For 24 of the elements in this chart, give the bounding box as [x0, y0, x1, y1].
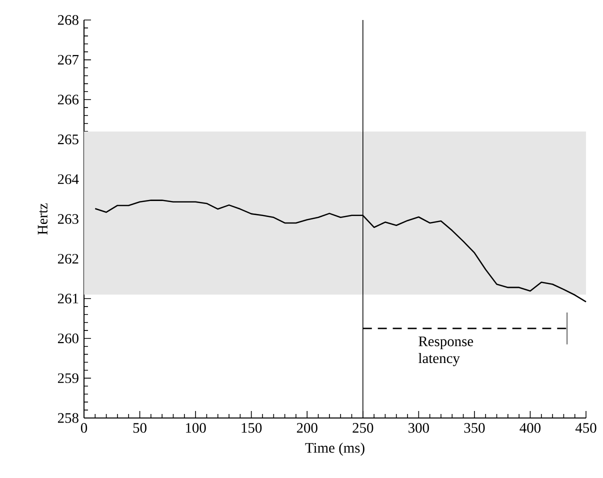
x-tick-label: 100	[186, 423, 206, 433]
y-tick-label: 267	[58, 54, 79, 65]
x-tick-label: 0	[80, 423, 88, 433]
x-tick-label: 450	[575, 423, 596, 433]
y-tick-label: 262	[58, 254, 78, 264]
y-tick-label: 268	[58, 15, 78, 25]
y-tick-label: 261	[58, 294, 78, 304]
y-tick-label: 259	[58, 373, 78, 384]
x-tick-label: 150	[242, 423, 262, 433]
x-tick-label: 250	[352, 423, 374, 433]
x-tick-label: 50	[133, 423, 146, 433]
x-tick-label: 400	[520, 423, 541, 433]
annotation: Response latency	[418, 336, 474, 366]
x-tick-label: 350	[464, 423, 485, 433]
y-tick-label: 258	[58, 413, 78, 423]
y-tick-label: 266	[58, 94, 79, 104]
y-axis-title: Hertz	[38, 203, 48, 235]
x-tick-label: 300	[408, 423, 429, 433]
y-tick-label: 263	[58, 214, 78, 224]
y-tick-label: 264	[58, 174, 79, 184]
y-tick-label: 265	[58, 134, 78, 144]
x-tick-label: 200	[296, 423, 318, 433]
x-axis-title: Time (ms)	[305, 442, 364, 456]
y-tick-label: 260	[58, 334, 78, 344]
